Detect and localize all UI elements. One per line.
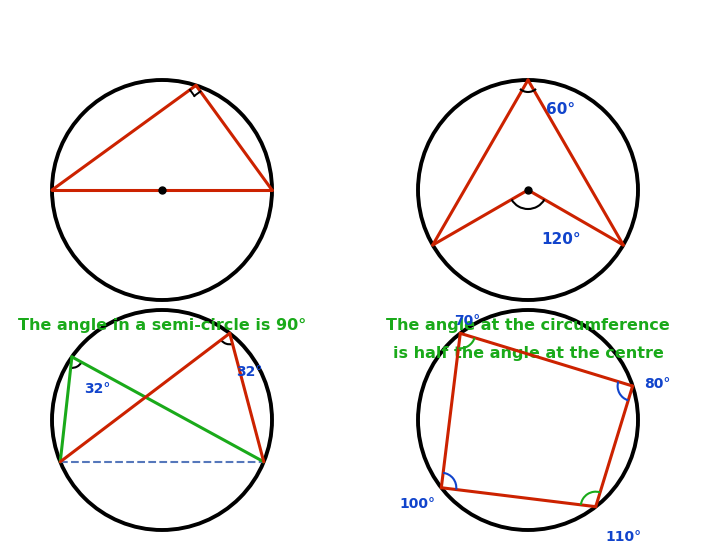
Text: 110°: 110°: [606, 530, 642, 544]
Text: The angle in a semi-circle is 90°: The angle in a semi-circle is 90°: [18, 318, 306, 333]
Text: 70°: 70°: [454, 314, 481, 328]
Text: 32°: 32°: [84, 382, 110, 396]
Text: is half the angle at the centre: is half the angle at the centre: [393, 346, 663, 361]
Text: 80°: 80°: [644, 377, 671, 391]
Text: 120°: 120°: [541, 232, 581, 247]
Text: The angle at the circumference: The angle at the circumference: [386, 318, 670, 333]
Text: 100°: 100°: [399, 496, 435, 511]
Text: 60°: 60°: [546, 102, 575, 117]
Text: 32°: 32°: [235, 365, 262, 379]
